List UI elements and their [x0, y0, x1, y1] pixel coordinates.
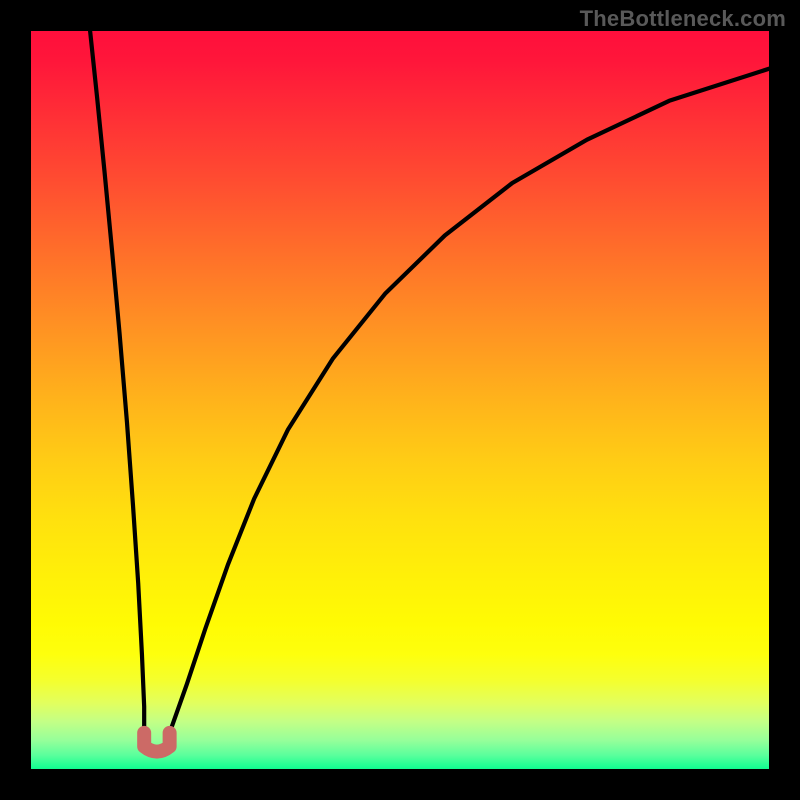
chart-frame: TheBottleneck.com — [0, 0, 800, 800]
watermark-text: TheBottleneck.com — [580, 6, 786, 32]
bottleneck-curve-chart — [0, 0, 800, 800]
plot-background — [26, 26, 774, 774]
